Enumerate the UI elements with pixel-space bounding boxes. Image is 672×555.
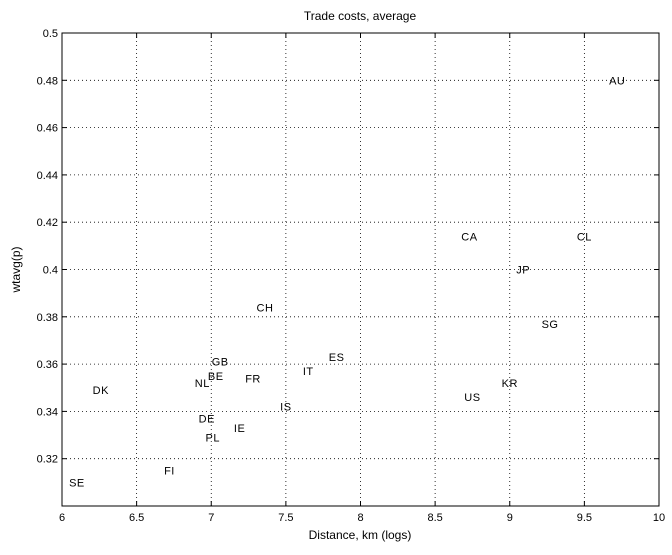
data-point-dk: DK xyxy=(93,385,109,397)
x-tick-label: 7.5 xyxy=(278,512,293,524)
data-point-ca: CA xyxy=(461,231,477,243)
y-tick-label: 0.32 xyxy=(37,454,58,466)
x-tick-label: 6.5 xyxy=(129,512,144,524)
x-tick-label: 10 xyxy=(653,512,665,524)
axis-ticks: 6 6.5 7 7.5 8 8.5 9 9.5 10 0.32 0.34 0.36 0.38 0.4 0.4… xyxy=(37,28,666,524)
data-point-es: ES xyxy=(329,352,345,364)
data-point-kr: KR xyxy=(502,378,518,390)
data-point-it: IT xyxy=(303,366,314,378)
data-point-pl: PL xyxy=(206,432,220,444)
x-axis-label: Distance, km (logs) xyxy=(309,528,412,542)
data-point-nl: NL xyxy=(195,378,210,390)
y-tick-label: 0.38 xyxy=(37,312,58,324)
y-tick-label: 0.34 xyxy=(37,406,58,418)
data-point-sg: SG xyxy=(542,319,559,331)
x-tick-label: 7 xyxy=(208,512,214,524)
data-labels: AU CA CL JP CH SG ES GB IT BE FR NL KR DK US IS DE IE PL FI… xyxy=(69,75,625,489)
y-tick-label: 0.36 xyxy=(37,359,58,371)
y-tick-label: 0.48 xyxy=(37,75,58,87)
x-tick-label: 6 xyxy=(59,512,65,524)
data-point-ie: IE xyxy=(234,423,245,435)
data-point-is: IS xyxy=(280,402,291,414)
data-point-jp: JP xyxy=(516,265,530,277)
data-point-fi: FI xyxy=(164,466,175,478)
x-tick-label: 9 xyxy=(507,512,513,524)
data-point-se: SE xyxy=(69,477,85,489)
x-tick-label: 8 xyxy=(357,512,363,524)
data-point-cl: CL xyxy=(577,231,592,243)
x-tick-label: 9.5 xyxy=(577,512,592,524)
y-tick-label: 0.5 xyxy=(43,28,58,40)
x-tick-label: 8.5 xyxy=(427,512,442,524)
y-tick-label: 0.42 xyxy=(37,217,58,229)
data-point-be: BE xyxy=(208,371,224,383)
data-point-gb: GB xyxy=(212,357,229,369)
y-tick-label: 0.44 xyxy=(37,170,58,182)
y-axis-label: wtavg(p) xyxy=(9,246,23,293)
data-point-fr: FR xyxy=(245,373,261,385)
grid-lines xyxy=(62,33,659,506)
data-point-au: AU xyxy=(609,75,625,87)
y-tick-label: 0.4 xyxy=(43,265,58,277)
y-tick-label: 0.46 xyxy=(37,123,58,135)
data-point-ch: CH xyxy=(257,302,274,314)
data-point-us: US xyxy=(464,392,480,404)
data-point-de: DE xyxy=(199,413,215,425)
chart-title: Trade costs, average xyxy=(304,9,417,23)
